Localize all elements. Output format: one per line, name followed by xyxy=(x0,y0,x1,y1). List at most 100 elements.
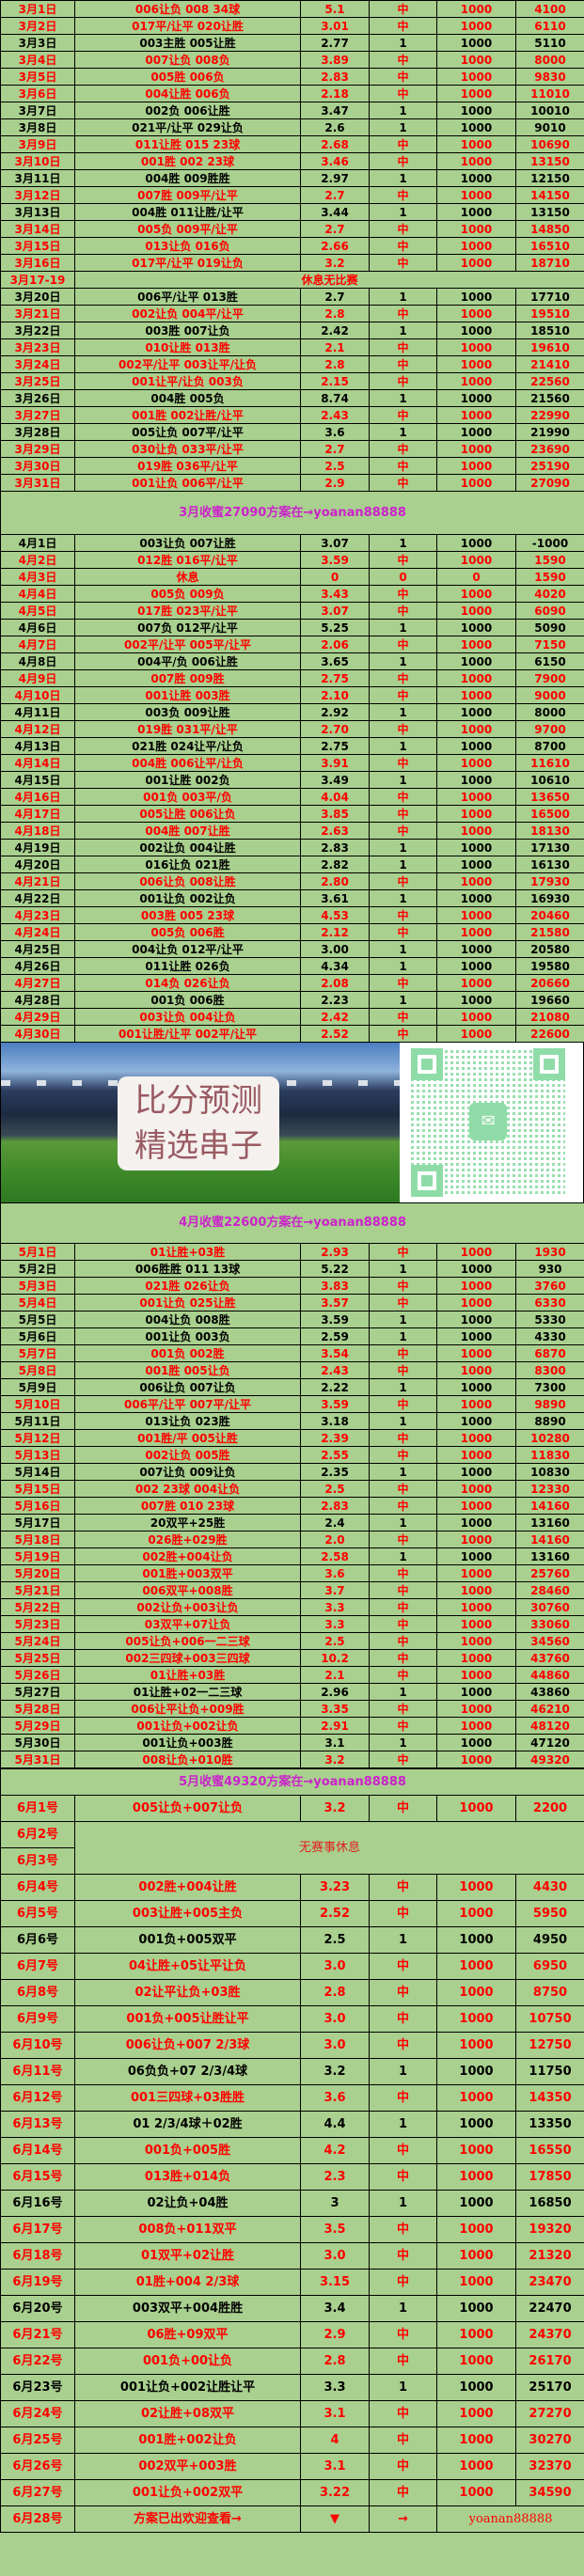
pick-cell: 006胜胜 011 13球 xyxy=(74,1260,301,1278)
pick-cell: 005让负+007让负 xyxy=(74,1795,301,1822)
result-cell: 中 xyxy=(369,372,437,390)
pick-cell: 004胜 005负 xyxy=(74,389,301,407)
table-row: 6月24号 02让胜+08双平 3.1 中 1000 27270 xyxy=(0,2400,584,2427)
table-row: 6月5号 003让胜+005主负 2.52 中 1000 5950 xyxy=(0,1900,584,1927)
stake-cell: 1000 xyxy=(436,771,516,789)
date-cell: 4月16日 xyxy=(0,788,75,806)
table-row: 3月10日 001胜 002 23球 3.46 中 1000 13150 xyxy=(0,152,584,170)
balance-cell: 16850 xyxy=(514,2190,584,2217)
result-cell: 中 xyxy=(369,2163,437,2191)
result-cell: 中 xyxy=(369,602,437,620)
stake-cell: 1000 xyxy=(436,440,516,458)
date-cell: 4月14日 xyxy=(0,754,75,772)
result-cell: 1 xyxy=(369,322,437,339)
odds-cell: 2.91 xyxy=(300,1717,370,1735)
balance-cell: 18130 xyxy=(515,822,584,840)
stake-cell: 1000 xyxy=(436,619,516,636)
result-cell: 1 xyxy=(369,34,437,52)
balance-cell: 4330 xyxy=(514,1327,584,1345)
result-cell: 中 xyxy=(369,2400,437,2427)
stake-cell: 1000 xyxy=(436,2137,516,2164)
pick-cell: 20双平+25胜 xyxy=(74,1514,301,1531)
pick-cell: 001让负+003胜 xyxy=(74,1734,301,1751)
balance-cell: 26170 xyxy=(514,2348,584,2375)
balance-cell: 9000 xyxy=(515,686,584,704)
stake-cell: 1000 xyxy=(436,2216,516,2243)
odds-cell: 2.42 xyxy=(300,322,370,339)
result-cell: 中 xyxy=(369,1361,437,1379)
odds-cell: 2.83 xyxy=(300,839,370,856)
result-cell: 1 xyxy=(369,169,437,187)
date-cell: 4月6日 xyxy=(0,619,75,636)
odds-cell: 3.49 xyxy=(300,771,370,789)
table-row: 6月17号 008负+011双平 3.5 中 1000 19320 xyxy=(0,2216,584,2243)
result-cell: 中 xyxy=(369,85,437,102)
table-row: 4月20日 016让负 021胜 2.82 1 1000 16130 xyxy=(0,856,584,873)
result-cell: 1 xyxy=(369,1734,437,1751)
table-row: 4月4日 005负 009负 3.43 中 1000 4020 xyxy=(0,585,584,603)
stake-cell: 1000 xyxy=(436,423,516,441)
date-cell: 5月14日 xyxy=(0,1463,75,1481)
stake-cell: 1000 xyxy=(436,686,516,704)
odds-cell: 2.5 xyxy=(300,1480,370,1498)
balance-cell: 14850 xyxy=(515,220,584,238)
table-row: 3月27日 001胜 002让胜/让平 2.43 中 1000 22990 xyxy=(0,406,584,424)
stake-cell: 1000 xyxy=(436,186,516,204)
pick-cell: 01双平+02让胜 xyxy=(74,2242,301,2270)
balance-cell: 9700 xyxy=(515,720,584,738)
stake-cell: 1000 xyxy=(436,534,516,552)
table-row: 5月18日 026胜+029胜 2.0 中 1000 14160 xyxy=(0,1531,584,1548)
pick-cell: 001三四球+03胜胜 xyxy=(74,2084,301,2112)
date-cell: 4月24日 xyxy=(0,923,75,941)
table-row: 4月10日 001让胜 003胜 2.10 中 1000 9000 xyxy=(0,686,584,704)
stake-cell: 1000 xyxy=(436,288,516,306)
odds-cell: 2.66 xyxy=(300,237,370,255)
pick-cell: 005胜 006负 xyxy=(74,68,301,86)
balance-cell: 10690 xyxy=(515,135,584,153)
result-cell: 1 xyxy=(369,1463,437,1481)
result-cell: 1 xyxy=(369,1514,437,1531)
odds-cell: 2.97 xyxy=(300,169,370,187)
table-row: 3月28日 005让负 007平/让平 3.6 1 1000 21990 xyxy=(0,423,584,441)
date-cell: 4月11日 xyxy=(0,703,75,721)
pick-cell: 006让负+007 2/3球 xyxy=(74,2032,301,2059)
table-row: 6月15号 013胜+014负 2.3 中 1000 17850 xyxy=(0,2163,584,2191)
result-cell: 中 xyxy=(369,974,437,992)
table-row: 5月5日 004让负 008胜 3.59 1 1000 5330 xyxy=(0,1311,584,1328)
date-cell: 3月2日 xyxy=(0,17,75,35)
balance-cell: 14160 xyxy=(514,1497,584,1515)
date-cell: 4月25日 xyxy=(0,940,75,958)
date-cell: 4月26日 xyxy=(0,957,75,975)
pick-cell: 007胜 009平/让平 xyxy=(74,186,301,204)
announcement-cell: 方案已出欢迎查看→ xyxy=(74,2505,301,2533)
stake-cell: 1000 xyxy=(436,1700,516,1718)
table-row: 4月16日 001负 003平/负 4.04 中 1000 13650 xyxy=(0,788,584,806)
table-row: 3月7日 002负 006让胜 3.47 1 1000 10010 xyxy=(0,102,584,119)
result-cell: 1 xyxy=(369,203,437,221)
pick-cell: 003主胜 005让胜 xyxy=(74,34,301,52)
balance-cell: 16930 xyxy=(515,889,584,907)
stake-cell: 1000 xyxy=(436,652,516,670)
result-cell: 中 xyxy=(369,669,437,687)
pick-cell: 001胜+003双平 xyxy=(74,1564,301,1582)
pick-cell: 02让平让负+03胜 xyxy=(74,1979,301,2006)
pick-cell: 006平/让平 013胜 xyxy=(74,288,301,306)
result-cell: 中 xyxy=(369,1598,437,1616)
stake-cell: 1000 xyxy=(436,720,516,738)
balance-cell: 12330 xyxy=(514,1480,584,1498)
balance-cell: 16550 xyxy=(514,2137,584,2164)
stake-cell: 1000 xyxy=(436,2479,516,2506)
odds-cell: 2.3 xyxy=(300,2163,370,2191)
result-cell: 中 xyxy=(369,1277,437,1295)
balance-cell: 13150 xyxy=(515,152,584,170)
result-cell: 1 xyxy=(369,389,437,407)
odds-cell: 2.55 xyxy=(300,1446,370,1464)
date-cell: 5月28日 xyxy=(0,1700,75,1718)
table-row: 5月6日 001让负 003负 2.59 1 1000 4330 xyxy=(0,1327,584,1345)
table-row: 3月14日 005负 009平/让平 2.7 中 1000 14850 xyxy=(0,220,584,238)
table-row: 6月11号 06负负+07 2/3/4球 3.2 1 1000 11750 xyxy=(0,2058,584,2085)
result-cell: 中 xyxy=(369,406,437,424)
table-row: 4月30日 001让胜/让平 002平/让平 2.52 中 1000 22600 xyxy=(0,1025,584,1043)
date-cell: 4月15日 xyxy=(0,771,75,789)
result-cell: 中 xyxy=(369,2321,437,2348)
